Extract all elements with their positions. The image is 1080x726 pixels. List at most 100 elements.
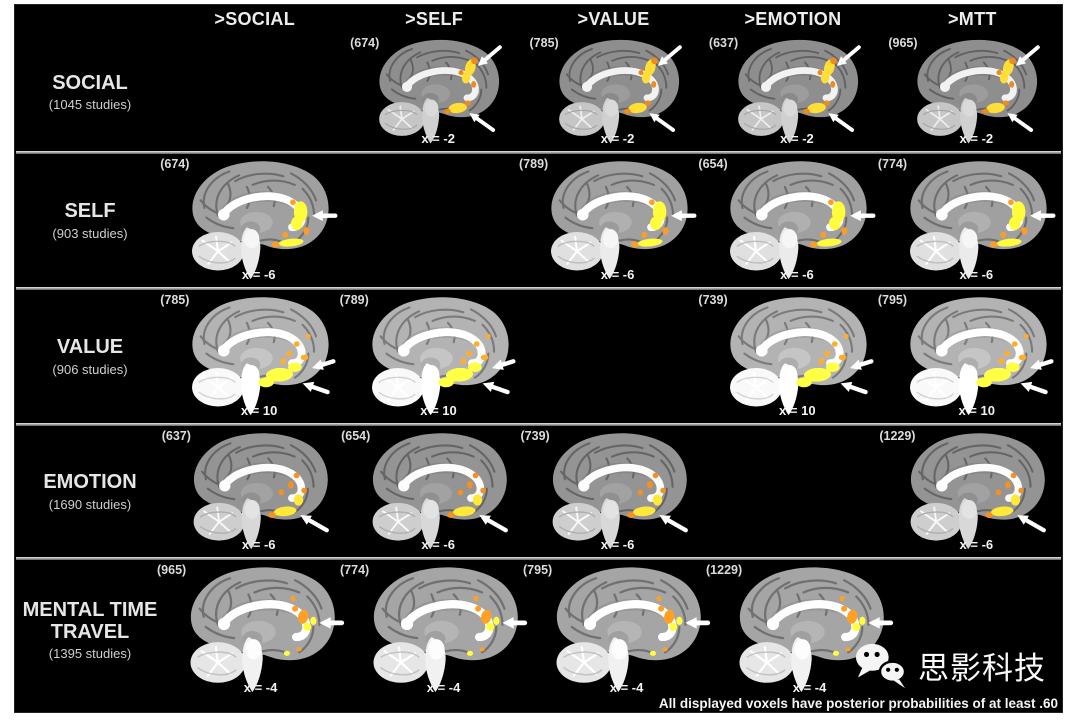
slice-coordinate-label: x = -6 xyxy=(780,267,814,282)
row-title: EMOTION xyxy=(43,471,137,494)
activation-blobs xyxy=(258,333,311,388)
row-study-count: (906 studies) xyxy=(52,361,128,377)
brain-cell-social-gt-self: (674) x = -2 xyxy=(344,33,523,151)
brain-image-wrap: (965) x = -2 xyxy=(888,36,1048,147)
pointer-arrow-icon xyxy=(319,617,345,629)
brain-sagittal-image xyxy=(896,37,1048,147)
activation-blobs xyxy=(283,595,317,656)
pointer-arrow-icon xyxy=(302,359,336,395)
empty-cell xyxy=(344,154,523,287)
row-study-count: (1690 studies) xyxy=(48,496,132,512)
empty-cell xyxy=(703,426,882,557)
empty-cell xyxy=(165,33,344,151)
matrix-row-value: VALUE (906 studies) (785) x = 10 (789) x = 10… xyxy=(15,290,1062,423)
study-count-label: (637) xyxy=(161,429,191,443)
study-count-label: (1229) xyxy=(879,429,916,443)
activation-blobs xyxy=(444,57,479,114)
study-count-label: (674) xyxy=(350,36,380,50)
watermark: 思影科技 xyxy=(851,640,1046,690)
column-header-self: >SELF xyxy=(405,8,464,29)
study-count-label: (774) xyxy=(877,157,908,171)
study-count-label: (785) xyxy=(160,293,190,307)
row-separator xyxy=(16,423,1061,426)
activation-blobs xyxy=(272,199,310,248)
slice-coordinate-label: x = 10 xyxy=(240,403,278,418)
brain-sagittal-image xyxy=(706,158,876,283)
pointer-arrow-icon xyxy=(1020,359,1054,395)
brain-cell-value-gt-mtt: (795) x = 10 xyxy=(878,290,1062,423)
study-count-label: (785) xyxy=(529,36,559,50)
pointer-arrow-icon xyxy=(828,45,861,132)
brain-sagittal-image xyxy=(527,158,697,283)
brain-image-wrap: (965) x = -4 xyxy=(157,563,348,696)
brain-sagittal-image xyxy=(706,294,874,419)
activation-blobs xyxy=(630,199,669,248)
slice-coordinate-label: x = 10 xyxy=(779,403,816,418)
study-count-label: (674) xyxy=(160,157,190,171)
pointer-arrow-icon xyxy=(312,210,338,221)
brain-cell-mental-time-travel-gt-social: (965) x = -4 xyxy=(157,560,348,700)
column-header-emotion: >EMOTION xyxy=(744,8,842,29)
row-label-emotion: EMOTION (1690 studies) xyxy=(15,426,165,557)
activation-blobs xyxy=(796,333,850,388)
brain-cell-self-gt-emotion: (654) x = -6 xyxy=(698,154,882,287)
slice-coordinate-label: x = -6 xyxy=(241,267,276,282)
pointer-arrow-icon xyxy=(658,515,688,533)
study-count-label: (637) xyxy=(708,36,739,50)
pointer-arrow-icon xyxy=(482,359,516,395)
brain-sagittal-image xyxy=(529,430,699,553)
brain-cell-value-gt-self: (789) x = 10 xyxy=(340,290,523,423)
brain-cell-value-gt-emotion: (739) x = 10 xyxy=(698,290,882,423)
brain-sagittal-image xyxy=(168,158,338,283)
brain-sagittal-image xyxy=(348,564,528,696)
activation-blobs xyxy=(649,595,683,656)
brain-sagittal-image xyxy=(358,37,510,147)
brain-image-wrap: (637) x = -2 xyxy=(709,36,869,147)
watermark-text: 思影科技 xyxy=(918,650,1046,686)
slice-coordinate-label: x = -4 xyxy=(792,680,827,695)
slice-coordinate-label: x = -2 xyxy=(421,131,455,146)
row-study-count: (1395 studies) xyxy=(48,646,132,662)
matrix-row-self: SELF (903 studies) (674) x = -6 (789) x = -6(… xyxy=(15,154,1062,287)
row-label-self: SELF (903 studies) xyxy=(15,154,165,287)
activation-blobs xyxy=(626,472,666,518)
activation-blobs xyxy=(466,595,500,656)
activation-blobs xyxy=(803,57,837,114)
brain-sagittal-image xyxy=(538,37,690,147)
brain-sagittal-image xyxy=(165,564,345,696)
activation-blobs xyxy=(267,472,307,518)
brain-image-wrap: (785) x = -2 xyxy=(530,36,690,147)
pointer-arrow-icon xyxy=(685,617,711,629)
row-separator xyxy=(16,287,1061,290)
wechat-icon xyxy=(855,643,907,689)
brain-sagittal-image xyxy=(887,430,1057,553)
brain-sagittal-image xyxy=(170,430,340,553)
slice-coordinate-label: x = -4 xyxy=(243,680,278,695)
row-study-count: (903 studies) xyxy=(52,225,128,241)
row-label-value: VALUE (906 studies) xyxy=(15,290,165,423)
slice-coordinate-label: x = -4 xyxy=(426,680,461,695)
pointer-arrow-icon xyxy=(469,45,502,132)
activation-blobs xyxy=(989,199,1028,248)
brain-image-wrap: (789) x = -6 xyxy=(519,157,700,283)
activation-blobs xyxy=(832,595,866,656)
row-title: MENTAL TIME TRAVEL xyxy=(22,598,158,643)
brain-image-wrap: (774) x = -6 xyxy=(878,157,1059,283)
study-count-label: (739) xyxy=(520,429,550,443)
brain-cell-social-gt-value: (785) x = -2 xyxy=(524,33,703,151)
brain-cell-value-gt-social: (785) x = 10 xyxy=(160,290,344,423)
row-separator xyxy=(16,151,1061,154)
brain-image-wrap: (795) x = 10 xyxy=(878,293,1059,419)
empty-cell xyxy=(524,290,703,423)
brain-cell-social-gt-emotion: (637) x = -2 xyxy=(703,33,882,151)
brain-image-wrap: (1229) x = -6 xyxy=(879,429,1057,553)
activation-blobs xyxy=(985,472,1025,518)
pointer-arrow-icon xyxy=(1029,210,1056,221)
brain-cell-emotion-gt-self: (654) x = -6 xyxy=(341,426,523,557)
study-count-label: (1229) xyxy=(706,563,743,577)
brain-sagittal-image xyxy=(886,294,1054,419)
brain-image-wrap: (637) x = -6 xyxy=(162,429,340,553)
slice-coordinate-label: x = -6 xyxy=(959,537,994,552)
brain-image-wrap: (785) x = 10 xyxy=(160,293,341,419)
